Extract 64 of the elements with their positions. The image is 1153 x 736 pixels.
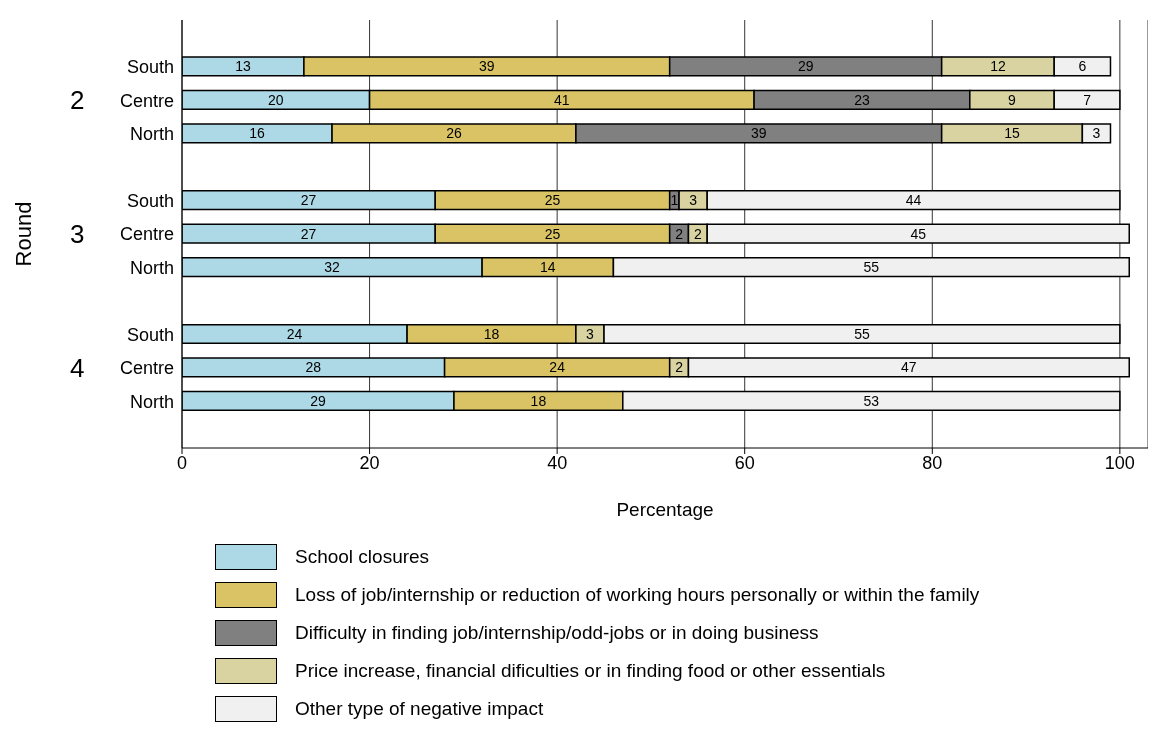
data-label: 2 xyxy=(675,359,684,376)
data-label: 2 xyxy=(693,225,702,242)
data-label: 39 xyxy=(751,125,767,142)
data-label: 23 xyxy=(854,91,870,108)
data-label: 29 xyxy=(797,58,814,75)
data-label: 6 xyxy=(1078,58,1087,75)
y-tick-label: South xyxy=(126,190,174,211)
data-label: 13 xyxy=(235,58,251,75)
data-label: 26 xyxy=(446,125,462,142)
data-label: 16 xyxy=(249,125,266,142)
data-label: 47 xyxy=(901,359,917,376)
data-label: 15 xyxy=(1004,125,1021,142)
x-axis-title: Percentage xyxy=(616,499,714,520)
x-tick-label: 60 xyxy=(734,452,755,473)
x-tick-label: 80 xyxy=(922,452,943,473)
x-tick-label: 0 xyxy=(176,452,188,473)
data-label: 24 xyxy=(286,326,303,342)
y-tick-label: North xyxy=(129,257,174,278)
data-label: 53 xyxy=(863,392,880,409)
y-tick-label: Centre xyxy=(119,90,174,111)
data-label: 27 xyxy=(300,225,317,242)
data-label: 29 xyxy=(310,392,326,409)
data-label: 27 xyxy=(300,192,317,209)
data-label: 3 xyxy=(689,192,698,209)
data-label: 7 xyxy=(1083,91,1092,108)
data-label: 41 xyxy=(554,91,570,108)
y-tick-label: South xyxy=(126,324,174,345)
data-label: 45 xyxy=(910,225,927,242)
data-label: 3 xyxy=(586,326,595,342)
text: 2 xyxy=(70,84,85,116)
data-label: 55 xyxy=(854,326,870,342)
data-label: 25 xyxy=(544,192,561,209)
text: 4 xyxy=(70,352,85,384)
data-label: 28 xyxy=(305,359,322,376)
data-label: 39 xyxy=(479,58,495,75)
data-label: 44 xyxy=(905,192,922,209)
data-label: 25 xyxy=(544,225,561,242)
data-label: 20 xyxy=(268,91,284,108)
data-label: 24 xyxy=(549,359,566,376)
data-label: 2 xyxy=(675,225,684,242)
x-tick-label: 100 xyxy=(1104,452,1135,473)
legend-label: School closures xyxy=(295,546,430,568)
y-axis-title: Round xyxy=(11,201,37,267)
y-tick-label: North xyxy=(129,391,174,412)
y-tick-label: South xyxy=(126,57,174,78)
data-label: 18 xyxy=(530,392,547,409)
legend-label: Loss of job/internship or reduction of working hours personally or within the family xyxy=(295,584,980,606)
x-tick-label: 20 xyxy=(359,452,380,473)
y-tick-label: North xyxy=(129,124,174,145)
text: 3 xyxy=(70,218,85,250)
legend-label: Price increase, financial dificulties or in finding food or other essentials xyxy=(295,660,886,682)
legend-label: Other type of negative impact xyxy=(295,698,544,720)
y-tick-label: Centre xyxy=(119,358,174,379)
data-label: 12 xyxy=(990,58,1006,75)
data-label: 32 xyxy=(324,259,341,276)
x-tick-label: 40 xyxy=(547,452,568,473)
data-label: 9 xyxy=(1008,91,1017,108)
data-label: 1 xyxy=(670,192,679,209)
data-label: 18 xyxy=(483,326,500,342)
data-label: 3 xyxy=(1092,125,1101,142)
legend-label: Difficulty in finding job/internship/odd-jobs or in doing business xyxy=(295,622,819,644)
data-label: 55 xyxy=(863,259,880,276)
data-label: 14 xyxy=(539,259,556,276)
y-tick-label: Centre xyxy=(119,224,174,245)
